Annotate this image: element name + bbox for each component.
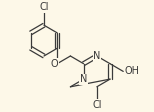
Text: N: N bbox=[93, 51, 101, 61]
Text: OH: OH bbox=[125, 66, 140, 76]
Text: O: O bbox=[51, 59, 59, 69]
Text: Cl: Cl bbox=[92, 100, 102, 110]
Text: N: N bbox=[80, 74, 87, 84]
Text: Cl: Cl bbox=[39, 2, 49, 12]
